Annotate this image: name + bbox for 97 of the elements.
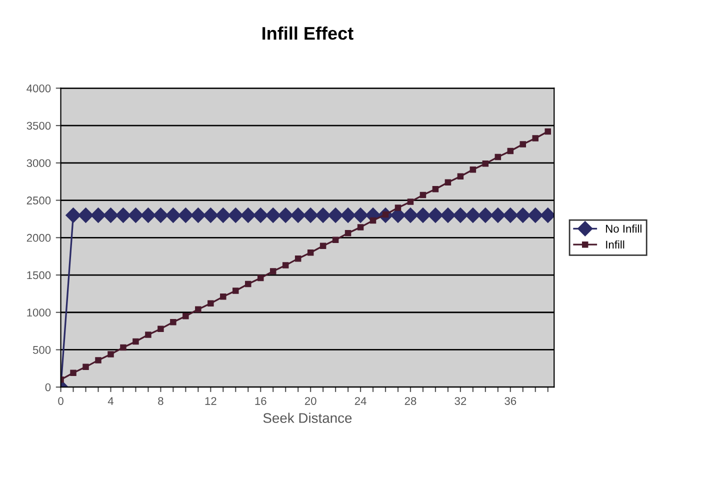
point — [278, 208, 294, 223]
point — [266, 208, 281, 223]
point — [103, 208, 118, 223]
point — [78, 208, 94, 223]
point — [166, 208, 181, 223]
point — [116, 208, 131, 223]
point — [478, 208, 493, 223]
point — [190, 208, 206, 223]
point — [216, 208, 231, 223]
point — [303, 208, 318, 223]
point — [328, 208, 344, 223]
legend-label: Infill — [606, 240, 624, 248]
y-tick-label: 3500 — [26, 122, 51, 130]
point — [428, 208, 444, 223]
point — [145, 332, 152, 338]
point — [528, 208, 543, 223]
point — [502, 208, 518, 223]
y-tick-label: 1500 — [27, 271, 51, 280]
point — [507, 148, 514, 154]
point — [282, 262, 289, 268]
point — [158, 326, 164, 332]
x-tick-label: 36 — [504, 397, 516, 405]
y-tick-label: 2500 — [26, 196, 51, 204]
point — [440, 208, 456, 223]
point — [170, 318, 176, 326]
point — [257, 274, 264, 282]
point — [232, 288, 239, 294]
point — [132, 338, 139, 345]
point — [532, 135, 539, 142]
point — [352, 208, 368, 223]
y-tick-label: 2000 — [26, 234, 51, 242]
point — [320, 242, 326, 249]
point — [544, 128, 552, 135]
point — [470, 166, 476, 173]
point — [444, 179, 452, 186]
x-axis-title: Seek Distance — [263, 412, 352, 423]
point — [540, 208, 554, 223]
point — [208, 300, 214, 307]
point — [203, 208, 218, 223]
point — [220, 294, 226, 300]
point — [290, 208, 306, 223]
point — [70, 370, 76, 376]
point — [178, 208, 194, 223]
y-tick-label: 500 — [32, 346, 51, 354]
y-tick-label: 4000 — [26, 84, 51, 92]
point — [394, 204, 402, 211]
point — [140, 208, 156, 223]
x-tick-label: 32 — [454, 397, 466, 405]
legend-label: No Infill — [606, 224, 642, 233]
x-tick-label: 24 — [354, 397, 366, 405]
point — [415, 208, 431, 223]
point — [108, 351, 114, 358]
point — [490, 208, 506, 223]
point — [344, 230, 352, 236]
x-tick-label: 4 — [108, 397, 114, 405]
point — [307, 249, 314, 256]
point — [128, 208, 144, 223]
point — [66, 208, 81, 223]
point — [294, 255, 302, 262]
point — [452, 208, 468, 223]
point — [315, 208, 331, 223]
point — [407, 198, 414, 205]
x-tick-label: 16 — [255, 397, 266, 405]
point — [420, 192, 426, 198]
point — [228, 208, 244, 223]
point — [340, 208, 356, 223]
point — [482, 160, 489, 167]
point — [370, 217, 376, 224]
point — [432, 186, 439, 192]
point — [195, 306, 202, 313]
point — [402, 208, 418, 223]
point — [253, 208, 268, 223]
point — [153, 208, 168, 223]
point — [245, 280, 252, 288]
x-tick-label: 0 — [58, 397, 64, 405]
point — [515, 208, 530, 223]
y-tick-label: 3000 — [26, 159, 51, 168]
x-tick-label: 12 — [205, 397, 216, 405]
point — [357, 224, 364, 230]
point — [494, 154, 502, 160]
x-tick-label: 20 — [304, 397, 316, 405]
point — [240, 208, 256, 223]
point — [182, 312, 189, 320]
y-tick-label: 0 — [45, 383, 51, 392]
point — [520, 141, 526, 148]
x-tick-label: 28 — [404, 397, 416, 405]
point — [95, 357, 102, 364]
chart-title: Infill Effect — [262, 26, 354, 40]
point — [465, 208, 481, 223]
point — [332, 236, 339, 244]
point — [82, 364, 89, 370]
point — [90, 208, 106, 223]
point — [270, 268, 276, 274]
point — [457, 173, 464, 180]
point — [120, 344, 126, 351]
x-tick-label: 8 — [158, 397, 164, 405]
y-tick-label: 1000 — [27, 308, 51, 317]
